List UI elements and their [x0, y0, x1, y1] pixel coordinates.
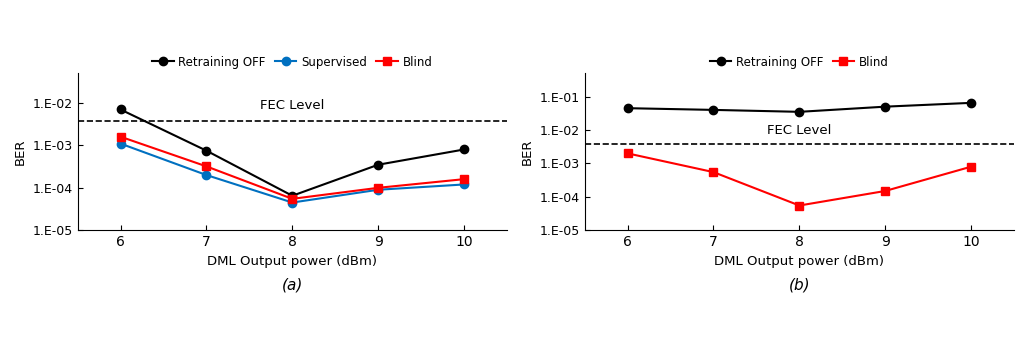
X-axis label: DML Output power (dBm): DML Output power (dBm) [208, 255, 377, 268]
Y-axis label: BER: BER [521, 138, 534, 165]
Retraining OFF [965, 101, 978, 105]
Retraining OFF [200, 148, 213, 153]
X-axis label: DML Output power (dBm): DML Output power (dBm) [714, 255, 884, 268]
Blind [794, 203, 806, 208]
Text: (a): (a) [282, 277, 303, 292]
Line: Retraining OFF: Retraining OFF [116, 105, 469, 200]
Retraining OFF [114, 107, 126, 111]
Retraining OFF [707, 108, 720, 112]
Line: Blind: Blind [116, 133, 469, 203]
Legend: Retraining OFF, Blind: Retraining OFF, Blind [705, 51, 893, 73]
Retraining OFF [794, 110, 806, 114]
Retraining OFF [372, 163, 384, 167]
Line: Blind: Blind [623, 149, 976, 210]
Line: Retraining OFF: Retraining OFF [623, 99, 976, 116]
Y-axis label: BER: BER [14, 138, 27, 165]
Blind [114, 135, 126, 139]
Retraining OFF [457, 147, 470, 152]
Blind [879, 189, 891, 193]
Blind [286, 197, 298, 201]
Supervised [286, 200, 298, 204]
Blind [965, 165, 978, 169]
Supervised [200, 173, 213, 177]
Retraining OFF [286, 194, 298, 198]
Text: FEC Level: FEC Level [260, 99, 325, 112]
Line: Supervised: Supervised [116, 139, 469, 207]
Supervised [372, 188, 384, 192]
Text: (b): (b) [788, 277, 810, 292]
Blind [707, 170, 720, 174]
Legend: Retraining OFF, Supervised, Blind: Retraining OFF, Supervised, Blind [148, 51, 437, 73]
Blind [372, 186, 384, 190]
Supervised [114, 142, 126, 146]
Blind [621, 151, 633, 155]
Retraining OFF [879, 104, 891, 109]
Blind [457, 177, 470, 181]
Blind [200, 164, 213, 169]
Text: FEC Level: FEC Level [767, 124, 832, 137]
Retraining OFF [621, 106, 633, 110]
Supervised [457, 182, 470, 186]
